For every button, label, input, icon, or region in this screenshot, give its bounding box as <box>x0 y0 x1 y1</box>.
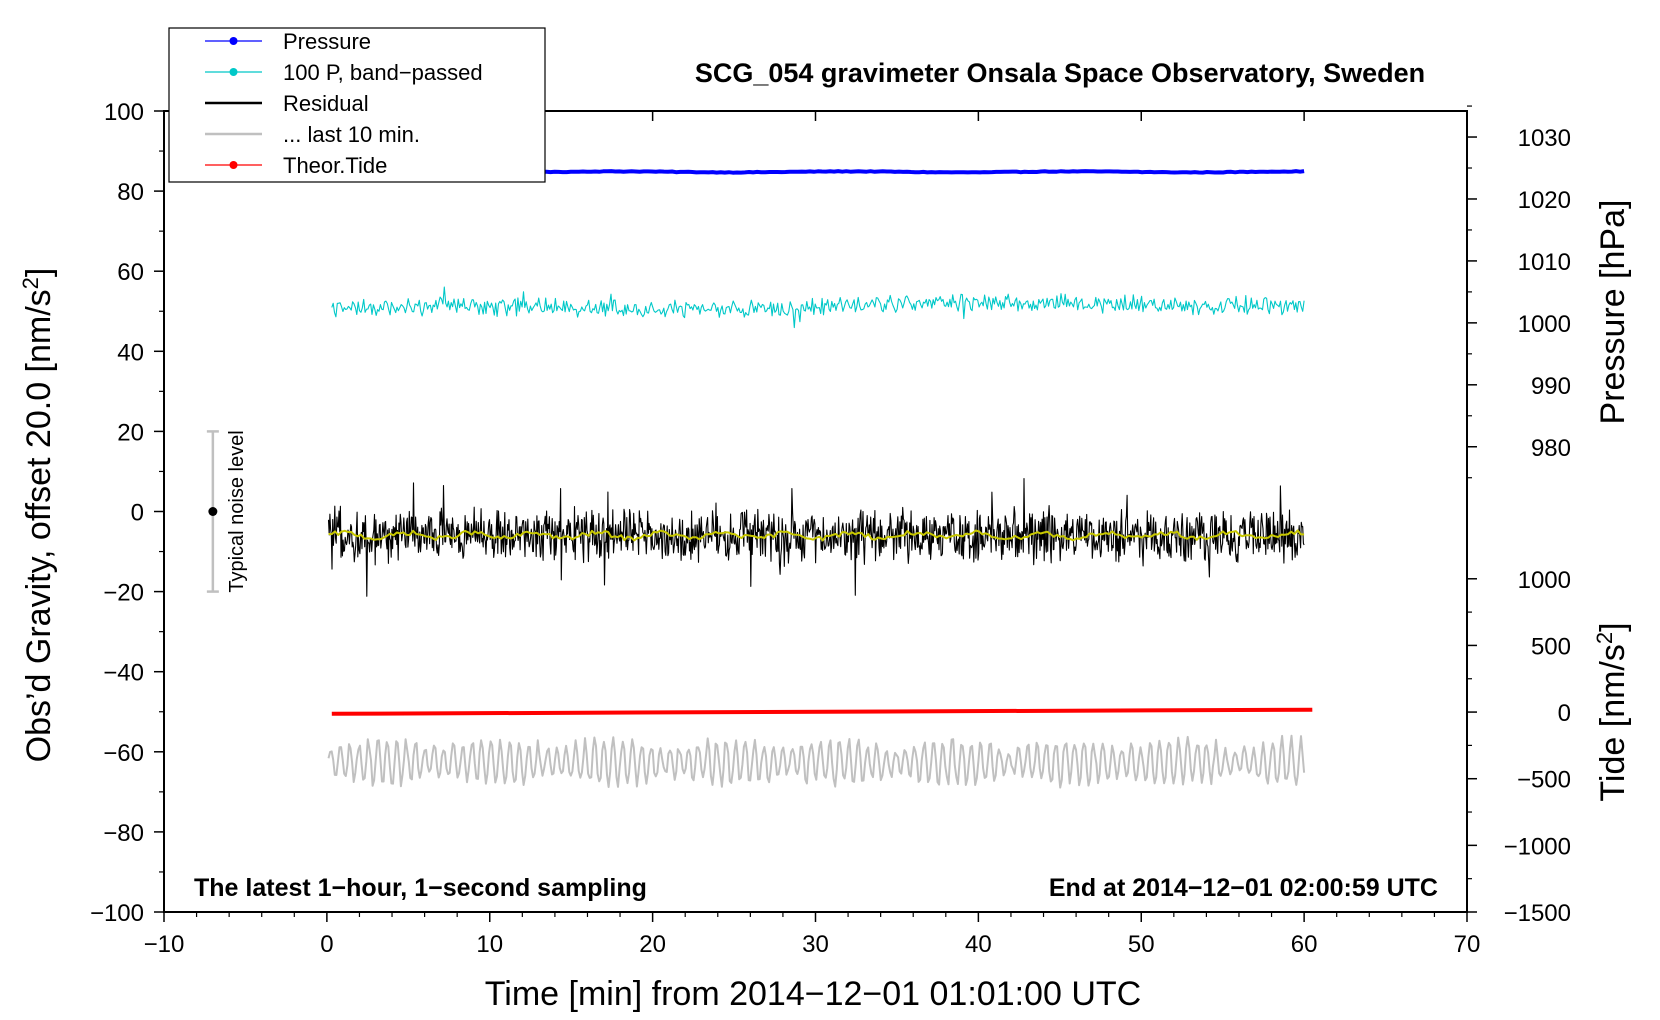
series-residual-smoothed <box>328 529 1305 542</box>
pressure-tick-label: 980 <box>1531 435 1571 462</box>
y-axis-title-gravity: Obs’d Gravity, offset 20.0 [nm/s2] <box>18 268 58 763</box>
annotation-sampling: The latest 1−hour, 1−second sampling <box>194 874 647 902</box>
tide-tick-label: −500 <box>1517 767 1571 794</box>
y-axis-title-tide: Tide [nm/s2] <box>1592 622 1632 801</box>
pressure-tick-label: 990 <box>1531 373 1571 400</box>
pressure-tick-label: 1000 <box>1518 311 1571 338</box>
legend-label-last-10-min: ... last 10 min. <box>283 122 420 147</box>
tide-tick-label: −1000 <box>1504 833 1571 860</box>
x-tick-label: −10 <box>144 931 185 958</box>
legend-box <box>168 27 546 183</box>
legend-marker-pressure <box>229 37 238 45</box>
y-tick-label: −100 <box>90 900 144 927</box>
noise-level-label: Typical noise level <box>226 430 248 592</box>
y-tick-label: −20 <box>103 580 144 607</box>
x-tick-label: 20 <box>639 931 666 958</box>
tide-tick-label: −1500 <box>1504 900 1571 927</box>
x-tick-label: 10 <box>476 931 503 958</box>
tide-tick-label: 500 <box>1531 633 1571 660</box>
pressure-tick-label: 1020 <box>1518 187 1571 214</box>
legend-label-theor-tide: Theor.Tide <box>283 153 387 178</box>
tick-layer: −10 0 10 20 30 40 50 60 70100806040200−20−40−60−… <box>90 99 1571 958</box>
x-tick-label: 30 <box>802 931 829 958</box>
series-theor-tide <box>331 707 1313 716</box>
pressure-tick-label: 1010 <box>1518 249 1571 276</box>
x-tick-label: 40 <box>965 931 992 958</box>
y-tick-label: 60 <box>117 259 144 286</box>
pressure-tick-label: 1030 <box>1518 125 1571 152</box>
y-tick-label: 80 <box>117 179 144 206</box>
legend-label-pressure: Pressure <box>283 29 371 54</box>
x-axis-title: Time [min] from 2014−12−01 01:01:00 UTC <box>485 975 1141 1013</box>
legend-marker-theor-tide <box>229 161 238 169</box>
y-tick-label: −40 <box>103 660 144 687</box>
tide-tick-label: 0 <box>1558 700 1571 727</box>
legend-marker-100-p-band-passed <box>229 68 238 76</box>
x-tick-label: 60 <box>1291 931 1318 958</box>
annotation-end-time: End at 2014−12−01 02:00:59 UTC <box>1049 874 1438 902</box>
legend: Pressure 100 P, band−passed Residual ... la… <box>168 27 546 183</box>
y-tick-label: −80 <box>103 820 144 847</box>
y-tick-label: 0 <box>131 500 144 527</box>
x-tick-label: 70 <box>1454 931 1481 958</box>
x-tick-label: 50 <box>1128 931 1155 958</box>
legend-label-100-p-band-passed: 100 P, band−passed <box>283 60 483 85</box>
noise-bar: Typical noise level <box>206 430 248 593</box>
series-last-10-min <box>327 734 1306 789</box>
series-100-p-band-passed <box>331 286 1305 329</box>
y-tick-label: −60 <box>103 740 144 767</box>
tide-tick-label: 1000 <box>1518 567 1571 594</box>
y-tick-label: 20 <box>117 419 144 446</box>
chart-title: SCG_054 gravimeter Onsala Space Observat… <box>695 58 1425 88</box>
legend-label-residual: Residual <box>283 91 369 116</box>
y-tick-label: 40 <box>117 339 144 366</box>
y-axis-title-pressure: Pressure [hPa] <box>1594 200 1632 425</box>
series-residual <box>327 478 1305 597</box>
x-tick-label: 0 <box>320 931 333 958</box>
y-tick-label: 100 <box>104 99 144 126</box>
noise-bar-center <box>208 507 218 516</box>
